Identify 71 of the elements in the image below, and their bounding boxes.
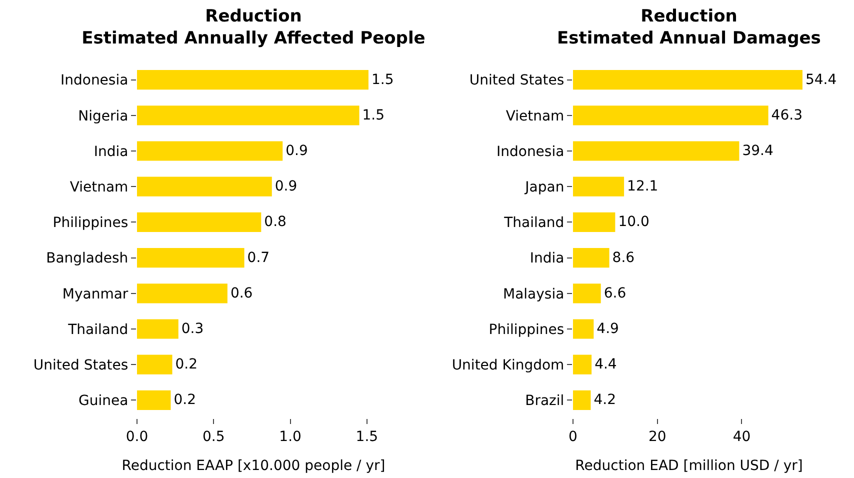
data-label: 46.3 bbox=[771, 107, 802, 124]
y-tick-label: Philippines bbox=[488, 322, 564, 338]
x-axis-title: Reduction EAD [million USD / yr] bbox=[575, 458, 803, 474]
data-label: 0.3 bbox=[181, 321, 204, 337]
data-label: 0.8 bbox=[264, 214, 286, 230]
x-tick-label: 1.5 bbox=[356, 428, 378, 445]
data-label: 39.4 bbox=[742, 143, 774, 159]
bar bbox=[573, 354, 592, 374]
bar bbox=[573, 212, 616, 232]
bar bbox=[573, 176, 624, 196]
data-label: 4.2 bbox=[594, 392, 616, 408]
data-label: 0.2 bbox=[175, 356, 198, 373]
y-tick-label: United Kingdom bbox=[452, 358, 564, 374]
bar bbox=[137, 212, 262, 232]
data-label: 1.5 bbox=[371, 72, 394, 88]
y-tick-label: Guinea bbox=[78, 393, 128, 410]
y-tick-label: India bbox=[530, 250, 564, 267]
data-label: 4.9 bbox=[596, 321, 619, 337]
x-tick-label: 0.5 bbox=[202, 428, 225, 445]
bar bbox=[137, 141, 283, 161]
bar bbox=[137, 70, 368, 90]
y-tick-label: Thailand bbox=[503, 215, 564, 232]
bar bbox=[573, 390, 591, 410]
chart-title: Reduction Estimated Annual Damages bbox=[557, 6, 821, 49]
data-label: 0.6 bbox=[230, 285, 253, 302]
data-label: 0.9 bbox=[286, 143, 308, 159]
data-label: 4.4 bbox=[594, 356, 617, 373]
y-tick-label: India bbox=[94, 144, 128, 160]
x-tick-label: 20 bbox=[648, 428, 666, 445]
y-tick-label: Indonesia bbox=[60, 72, 128, 89]
y-tick-label: Myanmar bbox=[62, 286, 128, 302]
bar bbox=[137, 390, 171, 410]
y-tick-label: Nigeria bbox=[78, 108, 128, 124]
data-label: 8.6 bbox=[612, 250, 635, 266]
y-tick-label: Indonesia bbox=[496, 144, 564, 160]
data-label: 6.6 bbox=[604, 285, 626, 302]
bar bbox=[573, 106, 768, 126]
data-label: 1.5 bbox=[362, 107, 385, 124]
y-tick-label: Vietnam bbox=[70, 180, 128, 196]
bar bbox=[137, 284, 228, 304]
bar bbox=[137, 248, 244, 268]
bar bbox=[573, 141, 740, 161]
chart-title: Reduction Estimated Annually Affected People bbox=[82, 6, 426, 49]
bar bbox=[137, 106, 360, 126]
y-tick-label: Vietnam bbox=[506, 108, 564, 124]
x-axis-title: Reduction EAAP [x10.000 people / yr] bbox=[122, 458, 386, 474]
y-tick-label: Brazil bbox=[525, 393, 564, 410]
bar bbox=[573, 319, 594, 339]
x-tick-label: 40 bbox=[732, 428, 751, 445]
data-label: 0.9 bbox=[274, 178, 298, 195]
data-label: 0.7 bbox=[247, 250, 270, 266]
y-tick-label: United States bbox=[33, 358, 128, 374]
data-label: 12.1 bbox=[627, 178, 658, 195]
data-label: 54.4 bbox=[805, 72, 837, 88]
bar bbox=[137, 354, 172, 374]
x-tick-label: 0.0 bbox=[126, 428, 148, 445]
bar bbox=[573, 284, 601, 304]
data-label: 0.2 bbox=[174, 392, 196, 408]
bar bbox=[573, 70, 802, 90]
y-tick-label: Philippines bbox=[52, 215, 128, 232]
y-tick-label: Malaysia bbox=[503, 286, 564, 302]
y-tick-label: Thailand bbox=[67, 322, 128, 338]
y-tick-label: United States bbox=[469, 72, 564, 89]
y-tick-label: Japan bbox=[524, 180, 564, 196]
bar bbox=[137, 319, 178, 339]
bar bbox=[137, 176, 272, 196]
x-tick-label: 1.0 bbox=[279, 428, 302, 445]
y-tick-label: Bangladesh bbox=[46, 250, 128, 267]
data-label: 10.0 bbox=[618, 214, 650, 230]
x-tick-label: 0 bbox=[568, 428, 578, 445]
bar bbox=[573, 248, 610, 268]
